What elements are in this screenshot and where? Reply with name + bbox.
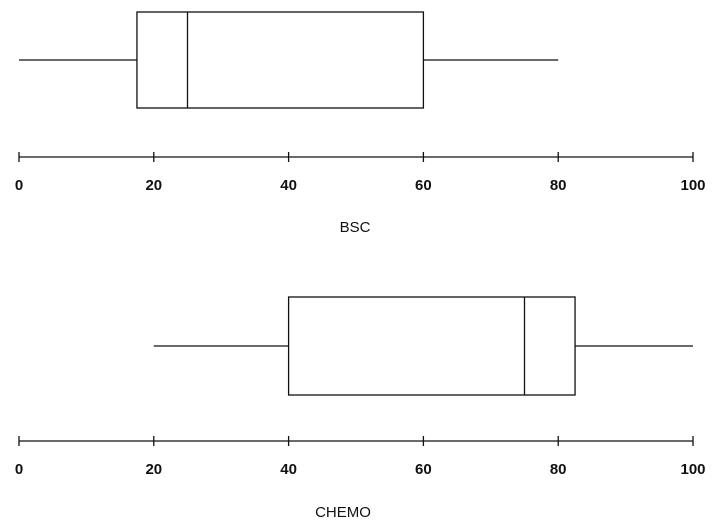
bsc-tick-label: 0 <box>15 177 23 194</box>
bsc-tick-label: 100 <box>680 177 705 194</box>
bsc-box <box>136 11 425 109</box>
chemo-axis-title: CHEMO <box>315 504 371 521</box>
chemo-tick-label: 40 <box>280 461 297 478</box>
chemo-tick-label: 100 <box>680 461 705 478</box>
chemo-tick-label: 20 <box>145 461 162 478</box>
chemo-panel: CHEMO 0 20 40 60 80 100 <box>15 296 706 521</box>
bsc-tick-label: 20 <box>145 177 162 194</box>
bsc-tick-label: 60 <box>415 177 432 194</box>
chemo-tick-label: 60 <box>415 461 432 478</box>
bsc-tick-label: 40 <box>280 177 297 194</box>
chemo-tick-label: 80 <box>550 461 567 478</box>
bsc-panel: BSC 0 20 40 60 80 100 <box>15 11 706 236</box>
chemo-tick-label: 0 <box>15 461 23 478</box>
bsc-tick-label: 80 <box>550 177 567 194</box>
chemo-box <box>287 296 576 396</box>
bsc-axis-title: BSC <box>340 219 371 236</box>
